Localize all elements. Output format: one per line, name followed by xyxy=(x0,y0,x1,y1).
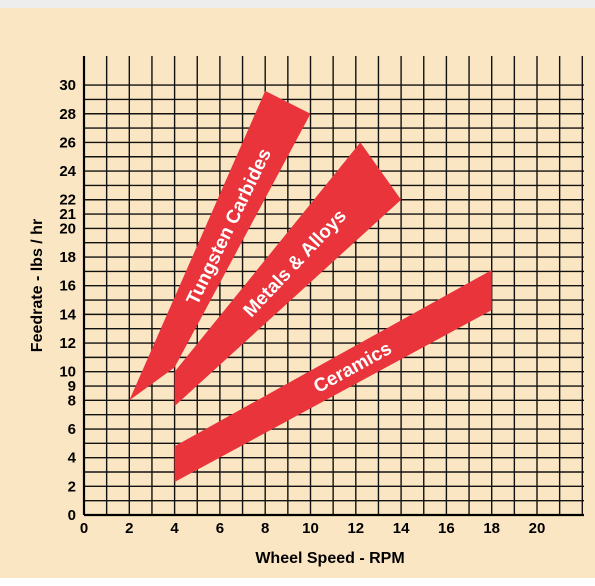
x-axis-title: Wheel Speed - RPM xyxy=(255,550,404,567)
y-axis-title: Feedrate - lbs / hr xyxy=(29,219,46,352)
x-tick-label: 20 xyxy=(529,520,546,537)
x-tick-label: 12 xyxy=(347,520,364,537)
y-tick-label: 9 xyxy=(68,378,76,395)
y-tick-label: 14 xyxy=(59,306,76,323)
band-metals-alloys xyxy=(174,142,402,407)
x-tick-label: 0 xyxy=(80,520,88,537)
x-tick-label: 4 xyxy=(170,520,179,537)
chart-grid xyxy=(82,56,584,517)
axis-ticks: 0 2 4 6 8 10 12 14 16 18 2002468910121416182021222… xyxy=(59,77,545,537)
y-tick-label: 0 xyxy=(68,507,76,524)
x-tick-label: 8 xyxy=(261,520,269,537)
y-tick-label: 20 xyxy=(59,220,76,237)
y-tick-label: 8 xyxy=(68,392,76,409)
x-tick-label: 18 xyxy=(483,520,500,537)
y-tick-label: 18 xyxy=(59,249,76,266)
y-tick-label: 16 xyxy=(59,278,76,295)
band-tungsten-carbides xyxy=(129,90,311,401)
y-tick-label: 21 xyxy=(59,206,76,223)
y-tick-label: 22 xyxy=(59,192,76,209)
y-tick-label: 4 xyxy=(68,450,77,467)
x-tick-label: 16 xyxy=(438,520,455,537)
y-tick-label: 10 xyxy=(59,364,76,381)
x-tick-label: 2 xyxy=(125,520,133,537)
y-tick-label: 24 xyxy=(59,163,76,180)
y-tick-label: 28 xyxy=(59,106,76,123)
y-tick-label: 2 xyxy=(68,478,76,495)
y-tick-label: 6 xyxy=(68,421,76,438)
y-tick-label: 30 xyxy=(59,77,76,94)
x-tick-label: 6 xyxy=(216,520,224,537)
x-tick-label: 14 xyxy=(393,520,410,537)
y-tick-label: 26 xyxy=(59,134,76,151)
band-ceramics xyxy=(174,269,492,483)
y-tick-label: 12 xyxy=(59,335,76,352)
x-tick-label: 10 xyxy=(302,520,319,537)
